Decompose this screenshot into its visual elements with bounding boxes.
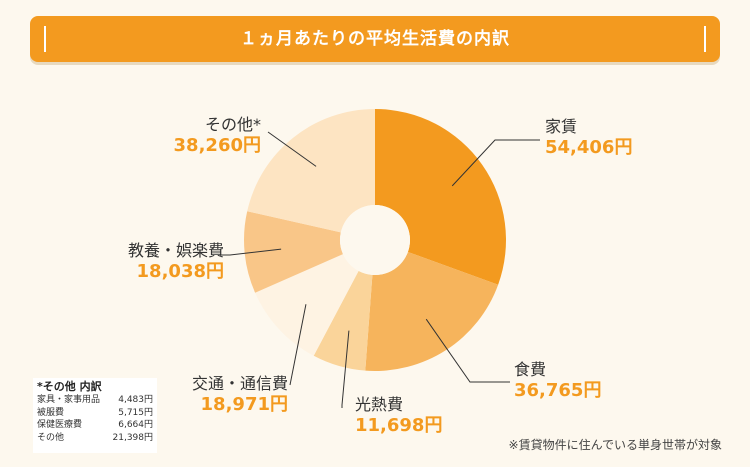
breakdown-title: *その他 内訳 bbox=[37, 380, 102, 393]
leader-line bbox=[425, 318, 510, 383]
chart-title: １ヵ月あたりの平均生活費の内訳 bbox=[240, 29, 510, 49]
slice-label-rent: 家賃 54,406円 bbox=[545, 117, 632, 159]
leader-line bbox=[267, 131, 317, 167]
slice-name: 光熱費 bbox=[355, 395, 404, 414]
slice-value: 11,698円 bbox=[355, 415, 443, 436]
leader-line bbox=[341, 330, 350, 408]
slice-value: 38,260円 bbox=[173, 135, 261, 156]
breakdown-item: 保健医療費 bbox=[37, 420, 83, 430]
slice-label-transport: 交通・通信費 18,971円 bbox=[192, 374, 288, 416]
slice-label-other: その他* 38,260円 bbox=[174, 115, 261, 157]
breakdown-item: 家具・家事用品 bbox=[37, 395, 101, 405]
slice-name: 家賃 bbox=[545, 117, 578, 136]
breakdown-row: 保健医療費 6,664円 bbox=[37, 419, 153, 432]
donut-hole bbox=[340, 205, 410, 275]
slice-name: 食費 bbox=[514, 360, 547, 379]
slice-name: その他* bbox=[204, 115, 261, 134]
breakdown-item: その他 bbox=[37, 432, 65, 443]
slice-value: 54,406円 bbox=[545, 137, 633, 158]
breakdown-row: 家具・家事用品 4,483円 bbox=[37, 394, 153, 407]
leader-line bbox=[451, 139, 540, 187]
slice-name: 教養・娯楽費 bbox=[127, 241, 224, 260]
other-breakdown-box: *その他 内訳 家具・家事用品 4,483円 被服費 5,715円 保健医療費 … bbox=[33, 378, 157, 453]
slice-value: 18,971円 bbox=[200, 394, 288, 415]
slice-label-utilities: 光熱費 11,698円 bbox=[355, 395, 442, 437]
breakdown-value: 6,664円 bbox=[118, 420, 153, 430]
chart-title-banner: １ヵ月あたりの平均生活費の内訳 bbox=[30, 16, 720, 62]
leader-line bbox=[289, 304, 307, 386]
pie-slice bbox=[247, 109, 375, 233]
slice-label-education: 教養・娯楽費 18,038円 bbox=[128, 241, 224, 283]
slice-name: 交通・通信費 bbox=[191, 374, 288, 393]
breakdown-value: 5,715円 bbox=[118, 407, 153, 418]
pie-slice bbox=[375, 109, 506, 285]
breakdown-row: 被服費 5,715円 bbox=[37, 407, 153, 420]
slice-value: 18,038円 bbox=[136, 261, 224, 282]
pie-slice bbox=[313, 270, 373, 371]
breakdown-item: 被服費 bbox=[37, 407, 65, 418]
breakdown-value: 21,398円 bbox=[112, 432, 154, 443]
slice-value: 36,765円 bbox=[514, 380, 602, 401]
banner-left-bar bbox=[44, 26, 46, 52]
banner-right-bar bbox=[704, 26, 706, 52]
leader-line bbox=[220, 248, 282, 256]
breakdown-value: 4,483円 bbox=[118, 395, 153, 405]
breakdown-row: その他 21,398円 bbox=[37, 432, 153, 445]
footnote: ※賃貸物件に住んでいる単身世帯が対象 bbox=[508, 438, 722, 452]
pie-slice bbox=[365, 251, 499, 371]
slice-label-food: 食費 36,765円 bbox=[514, 360, 601, 402]
pie-slice bbox=[243, 211, 343, 293]
pie-slice bbox=[255, 254, 359, 356]
